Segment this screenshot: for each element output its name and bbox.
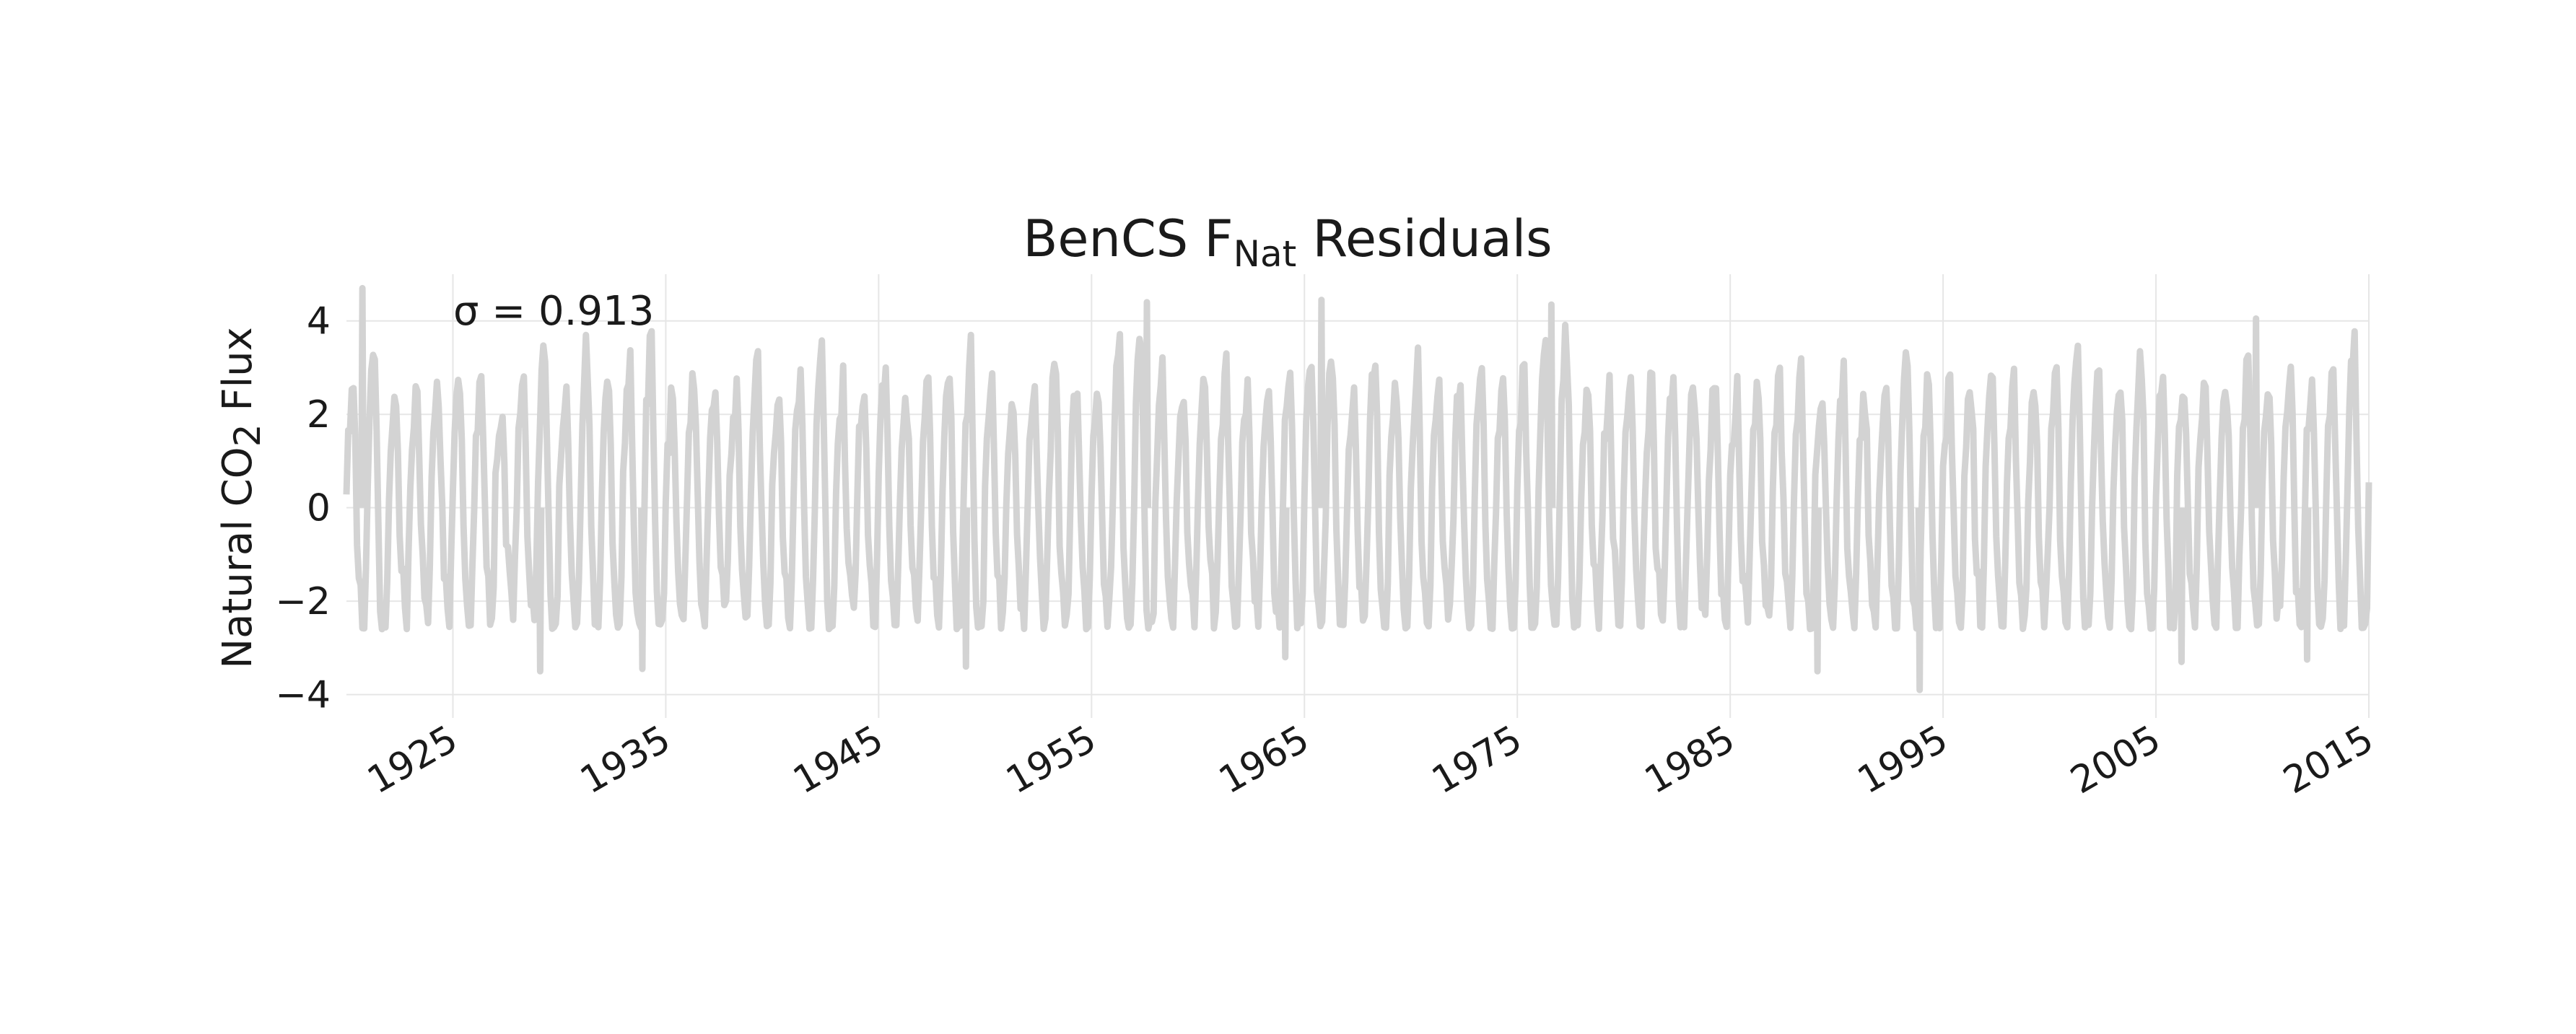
x-tick-label: 2015 <box>2276 717 2381 802</box>
x-tick-label: 1995 <box>1851 717 1955 802</box>
y-tick-label: −4 <box>275 674 331 717</box>
peak-spike <box>1547 301 1556 508</box>
chart-title-subscript: Nat <box>1234 233 1297 275</box>
trough-spike <box>2177 507 2186 665</box>
x-tick-label: 2005 <box>2064 717 2168 802</box>
x-tick-label: 1925 <box>360 717 465 802</box>
trough-spike <box>2302 507 2312 663</box>
peak-spike <box>1317 297 1326 508</box>
x-tick-label: 1955 <box>999 717 1104 802</box>
trough-spike <box>1813 507 1822 675</box>
trough-spike <box>536 507 545 675</box>
trough-spike <box>961 507 971 670</box>
chart-title-main: BenCS F <box>1023 209 1233 268</box>
x-tick-label: 1945 <box>786 717 891 802</box>
y-tick-label: 4 <box>307 300 331 343</box>
trough-spike <box>1915 507 1924 693</box>
y-axis-ticks: 4 2 0 −2 −4 <box>275 300 331 717</box>
series-line <box>343 321 2372 633</box>
x-tick-label: 1985 <box>1638 717 1742 802</box>
sigma-annotation: σ = 0.913 <box>453 288 654 335</box>
chart-title: BenCS FNat Residuals <box>1023 209 1552 275</box>
trough-spike <box>1280 507 1290 661</box>
y-axis-label: Natural CO2 Flux <box>214 327 268 669</box>
peak-spike <box>2251 315 2261 508</box>
y-axis-label-subscript: 2 <box>227 424 268 447</box>
peak-spike <box>358 284 367 508</box>
y-tick-label: −2 <box>275 580 331 623</box>
x-tick-label: 1975 <box>1425 717 1529 802</box>
trough-spike <box>638 507 647 672</box>
x-tick-label: 1935 <box>573 717 678 802</box>
peak-spike <box>1143 299 1151 508</box>
y-axis-label-suffix: Flux <box>214 327 261 424</box>
x-axis-ticks: 1925 1935 1945 1955 1965 1975 1985 1995 2005 2015 <box>360 717 2380 802</box>
y-tick-label: 0 <box>307 487 331 530</box>
y-tick-label: 2 <box>307 393 331 437</box>
series-residuals <box>343 284 2372 693</box>
chart-title-suffix: Residuals <box>1296 209 1552 268</box>
x-tick-label: 1965 <box>1212 717 1317 802</box>
y-axis-label-main: Natural CO <box>214 447 261 669</box>
